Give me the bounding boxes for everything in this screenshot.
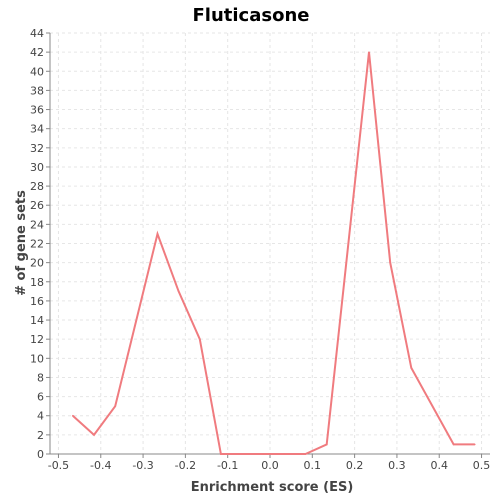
y-tick-label: 32 xyxy=(30,142,44,155)
y-tick-label: 26 xyxy=(30,199,44,212)
x-axis-label: Enrichment score (ES) xyxy=(191,480,354,495)
y-tick-label: 42 xyxy=(30,46,44,59)
chart-title: Fluticasone xyxy=(193,5,310,26)
data-point xyxy=(452,443,455,446)
x-tick-label: -0.4 xyxy=(90,459,111,472)
data-point xyxy=(198,338,201,340)
y-tick-label: 2 xyxy=(37,429,44,442)
data-point xyxy=(220,453,222,455)
data-point xyxy=(114,405,116,407)
x-tick-label: 0.0 xyxy=(261,459,279,472)
data-point xyxy=(304,453,307,455)
axes: 0246810121416182022242628303234363840424… xyxy=(30,27,490,472)
x-tick-label: 0.5 xyxy=(473,459,491,472)
x-tick-label: -0.1 xyxy=(217,459,238,472)
y-tick-label: 6 xyxy=(37,391,44,404)
x-tick-label: 0.4 xyxy=(430,459,448,472)
y-tick-label: 10 xyxy=(30,352,44,365)
y-tick-label: 18 xyxy=(30,276,44,289)
data-point xyxy=(410,367,413,369)
y-tick-label: 16 xyxy=(30,295,44,308)
y-tick-label: 34 xyxy=(30,123,44,136)
y-tick-label: 28 xyxy=(30,180,44,193)
y-tick-label: 0 xyxy=(37,448,44,461)
y-tick-label: 40 xyxy=(30,65,44,78)
data-point xyxy=(93,434,95,436)
grid xyxy=(50,32,490,455)
y-tick-label: 8 xyxy=(37,371,44,384)
y-tick-label: 44 xyxy=(30,27,44,40)
data-point xyxy=(262,453,265,455)
x-tick-label: -0.5 xyxy=(48,459,69,472)
y-tick-label: 20 xyxy=(30,257,44,270)
data-point xyxy=(368,51,370,53)
y-tick-label: 14 xyxy=(30,314,44,327)
x-tick-label: 0.3 xyxy=(388,459,406,472)
y-tick-label: 4 xyxy=(37,410,44,423)
data-point xyxy=(72,414,74,417)
y-tick-label: 30 xyxy=(30,161,44,174)
y-tick-label: 36 xyxy=(30,104,44,117)
data-point xyxy=(325,443,328,446)
x-tick-label: -0.3 xyxy=(132,459,153,472)
y-tick-label: 22 xyxy=(30,238,44,251)
data-point xyxy=(177,290,180,293)
series-line xyxy=(72,51,475,455)
y-tick-label: 24 xyxy=(30,218,44,231)
data-point xyxy=(283,453,286,455)
data-point xyxy=(389,261,391,264)
series-layer xyxy=(72,51,476,455)
y-axis-label: # of gene sets xyxy=(14,190,29,296)
x-tick-label: 0.1 xyxy=(304,459,322,472)
data-point xyxy=(473,443,476,446)
data-point xyxy=(156,233,159,235)
x-tick-label: 0.2 xyxy=(346,459,364,472)
y-tick-label: 12 xyxy=(30,333,44,346)
x-tick-label: -0.2 xyxy=(175,459,196,472)
y-tick-label: 38 xyxy=(30,84,44,97)
